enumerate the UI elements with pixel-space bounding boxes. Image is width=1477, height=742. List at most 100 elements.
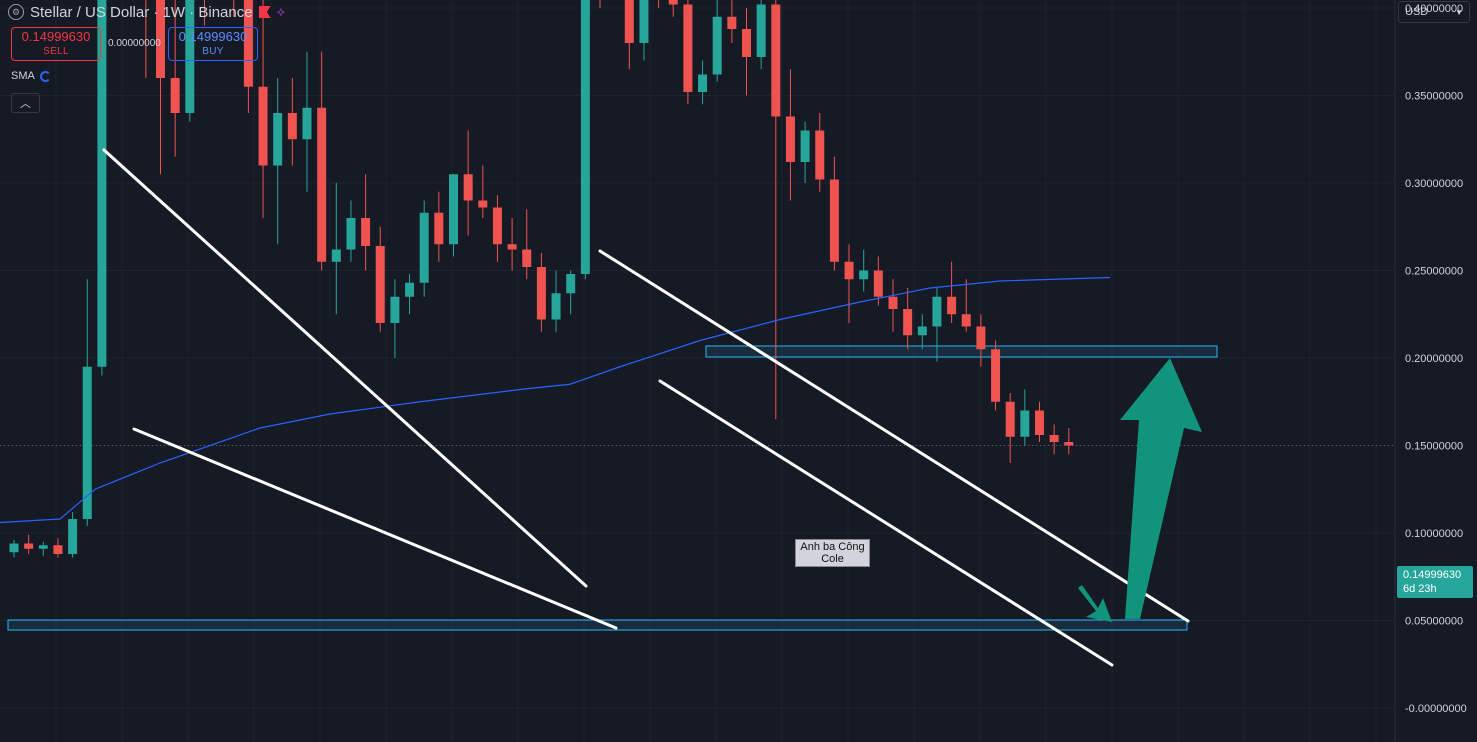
candle-down (375, 246, 385, 323)
candle-up (185, 0, 195, 113)
candle-up (800, 130, 810, 162)
y-tick-label: 0.30000000 (1405, 178, 1463, 190)
candle-up (698, 74, 708, 92)
candle-up (9, 543, 19, 553)
symbol-title[interactable]: Stellar / US Dollar · 1W · Binance (30, 3, 253, 21)
chevron-down-icon: ▼ (1455, 7, 1463, 17)
candle-down (771, 4, 781, 117)
candle-up (405, 282, 415, 297)
candle-down (243, 0, 253, 87)
trendline (658, 379, 1114, 667)
candle-down (668, 0, 678, 5)
candle-down (815, 130, 825, 180)
candle-down (976, 326, 986, 350)
candle-up (580, 0, 590, 274)
buy-button[interactable]: 0.14999630 BUY (168, 27, 258, 61)
currency-selector[interactable]: USD ▼ (1398, 1, 1470, 23)
y-tick-label: 0.40000000 (1405, 3, 1463, 15)
annotation-text: Anh ba Công Cole (800, 541, 865, 565)
candle-down (947, 296, 957, 315)
sma-label: SMA (11, 70, 35, 82)
candle-down (170, 78, 180, 113)
trendline (132, 427, 618, 630)
candle-down (258, 86, 268, 166)
bar-countdown: 6d 23h (1403, 583, 1437, 595)
candle-up (38, 545, 48, 549)
candle-down (742, 29, 751, 57)
y-tick-label: 0.35000000 (1405, 91, 1463, 103)
tradingview-icon[interactable]: ⟡ (276, 4, 286, 19)
candle-down (53, 545, 63, 554)
chevron-up-icon: ︿ (20, 98, 31, 110)
candle-up (346, 218, 356, 250)
chart-annotation-note[interactable]: Anh ba Công Cole (795, 539, 870, 567)
buy-label: BUY (202, 46, 224, 57)
resistance-zone (705, 345, 1218, 358)
candle-up (419, 212, 429, 283)
candle-down (522, 249, 532, 267)
candle-up (859, 270, 869, 280)
sma-indicator-legend[interactable]: SMA (11, 70, 51, 82)
current-price-label: 0.14999630 6d 23h (1397, 566, 1473, 598)
candle-down (888, 296, 898, 309)
candle-down (1005, 401, 1015, 437)
candle-down (829, 179, 839, 262)
candle-up (82, 366, 92, 519)
down-arrow-shape (1078, 585, 1112, 622)
candle-up (449, 174, 458, 245)
candle-down (1064, 442, 1074, 446)
candle-down (624, 0, 634, 43)
candle-up (273, 113, 283, 166)
candle-down (1049, 435, 1059, 442)
sell-price: 0.14999630 (21, 29, 91, 44)
stellar-logo-icon: ⚙ (8, 4, 24, 20)
candle-up (68, 519, 78, 554)
candle-down (492, 207, 502, 245)
sma-line (0, 276, 1111, 524)
collapse-legend-button[interactable]: ︿ (11, 93, 40, 113)
y-tick-label: 0.10000000 (1405, 528, 1463, 540)
candle-down (361, 218, 371, 246)
candle-down (507, 244, 517, 250)
candle-up (932, 296, 942, 327)
candle-down (156, 0, 165, 78)
current-price-value: 0.14999630 (1403, 569, 1462, 581)
candle-down (991, 349, 1001, 402)
candle-down (1035, 410, 1044, 435)
y-tick-label: -0.00000000 (1405, 703, 1467, 715)
candle-down (844, 261, 854, 280)
spread-value: 0.00000000 (108, 38, 161, 49)
candle-up (390, 296, 400, 323)
y-tick-label: 0.05000000 (1405, 616, 1463, 628)
candle-down (873, 270, 883, 297)
candle-down (463, 174, 473, 201)
flag-icon[interactable] (258, 6, 271, 18)
candle-down (961, 314, 971, 327)
sell-label: SELL (43, 46, 69, 57)
candle-up (756, 4, 766, 57)
candle-up (1020, 410, 1030, 437)
buy-price: 0.14999630 (178, 29, 248, 44)
trendline (102, 148, 588, 588)
candle-down (727, 16, 737, 29)
candle-up (97, 0, 107, 367)
candle-down (317, 107, 327, 262)
y-tick-label: 0.15000000 (1405, 441, 1463, 453)
currency-label: USD (1405, 6, 1429, 18)
candle-up (917, 326, 927, 336)
chart-header: ⚙ Stellar / US Dollar · 1W · Binance ⟡ (8, 2, 291, 22)
trendline (598, 249, 1190, 623)
candle-down (903, 309, 913, 336)
y-tick-label: 0.25000000 (1405, 266, 1463, 278)
candle-down (287, 113, 297, 140)
up-arrow-shape (1120, 358, 1202, 619)
candle-down (478, 200, 488, 208)
candle-down (785, 116, 795, 162)
candle-down (434, 212, 444, 245)
candle-up (551, 293, 561, 320)
candle-up (331, 249, 341, 262)
candle-up (302, 107, 312, 140)
sell-button[interactable]: 0.14999630 SELL (11, 27, 101, 61)
